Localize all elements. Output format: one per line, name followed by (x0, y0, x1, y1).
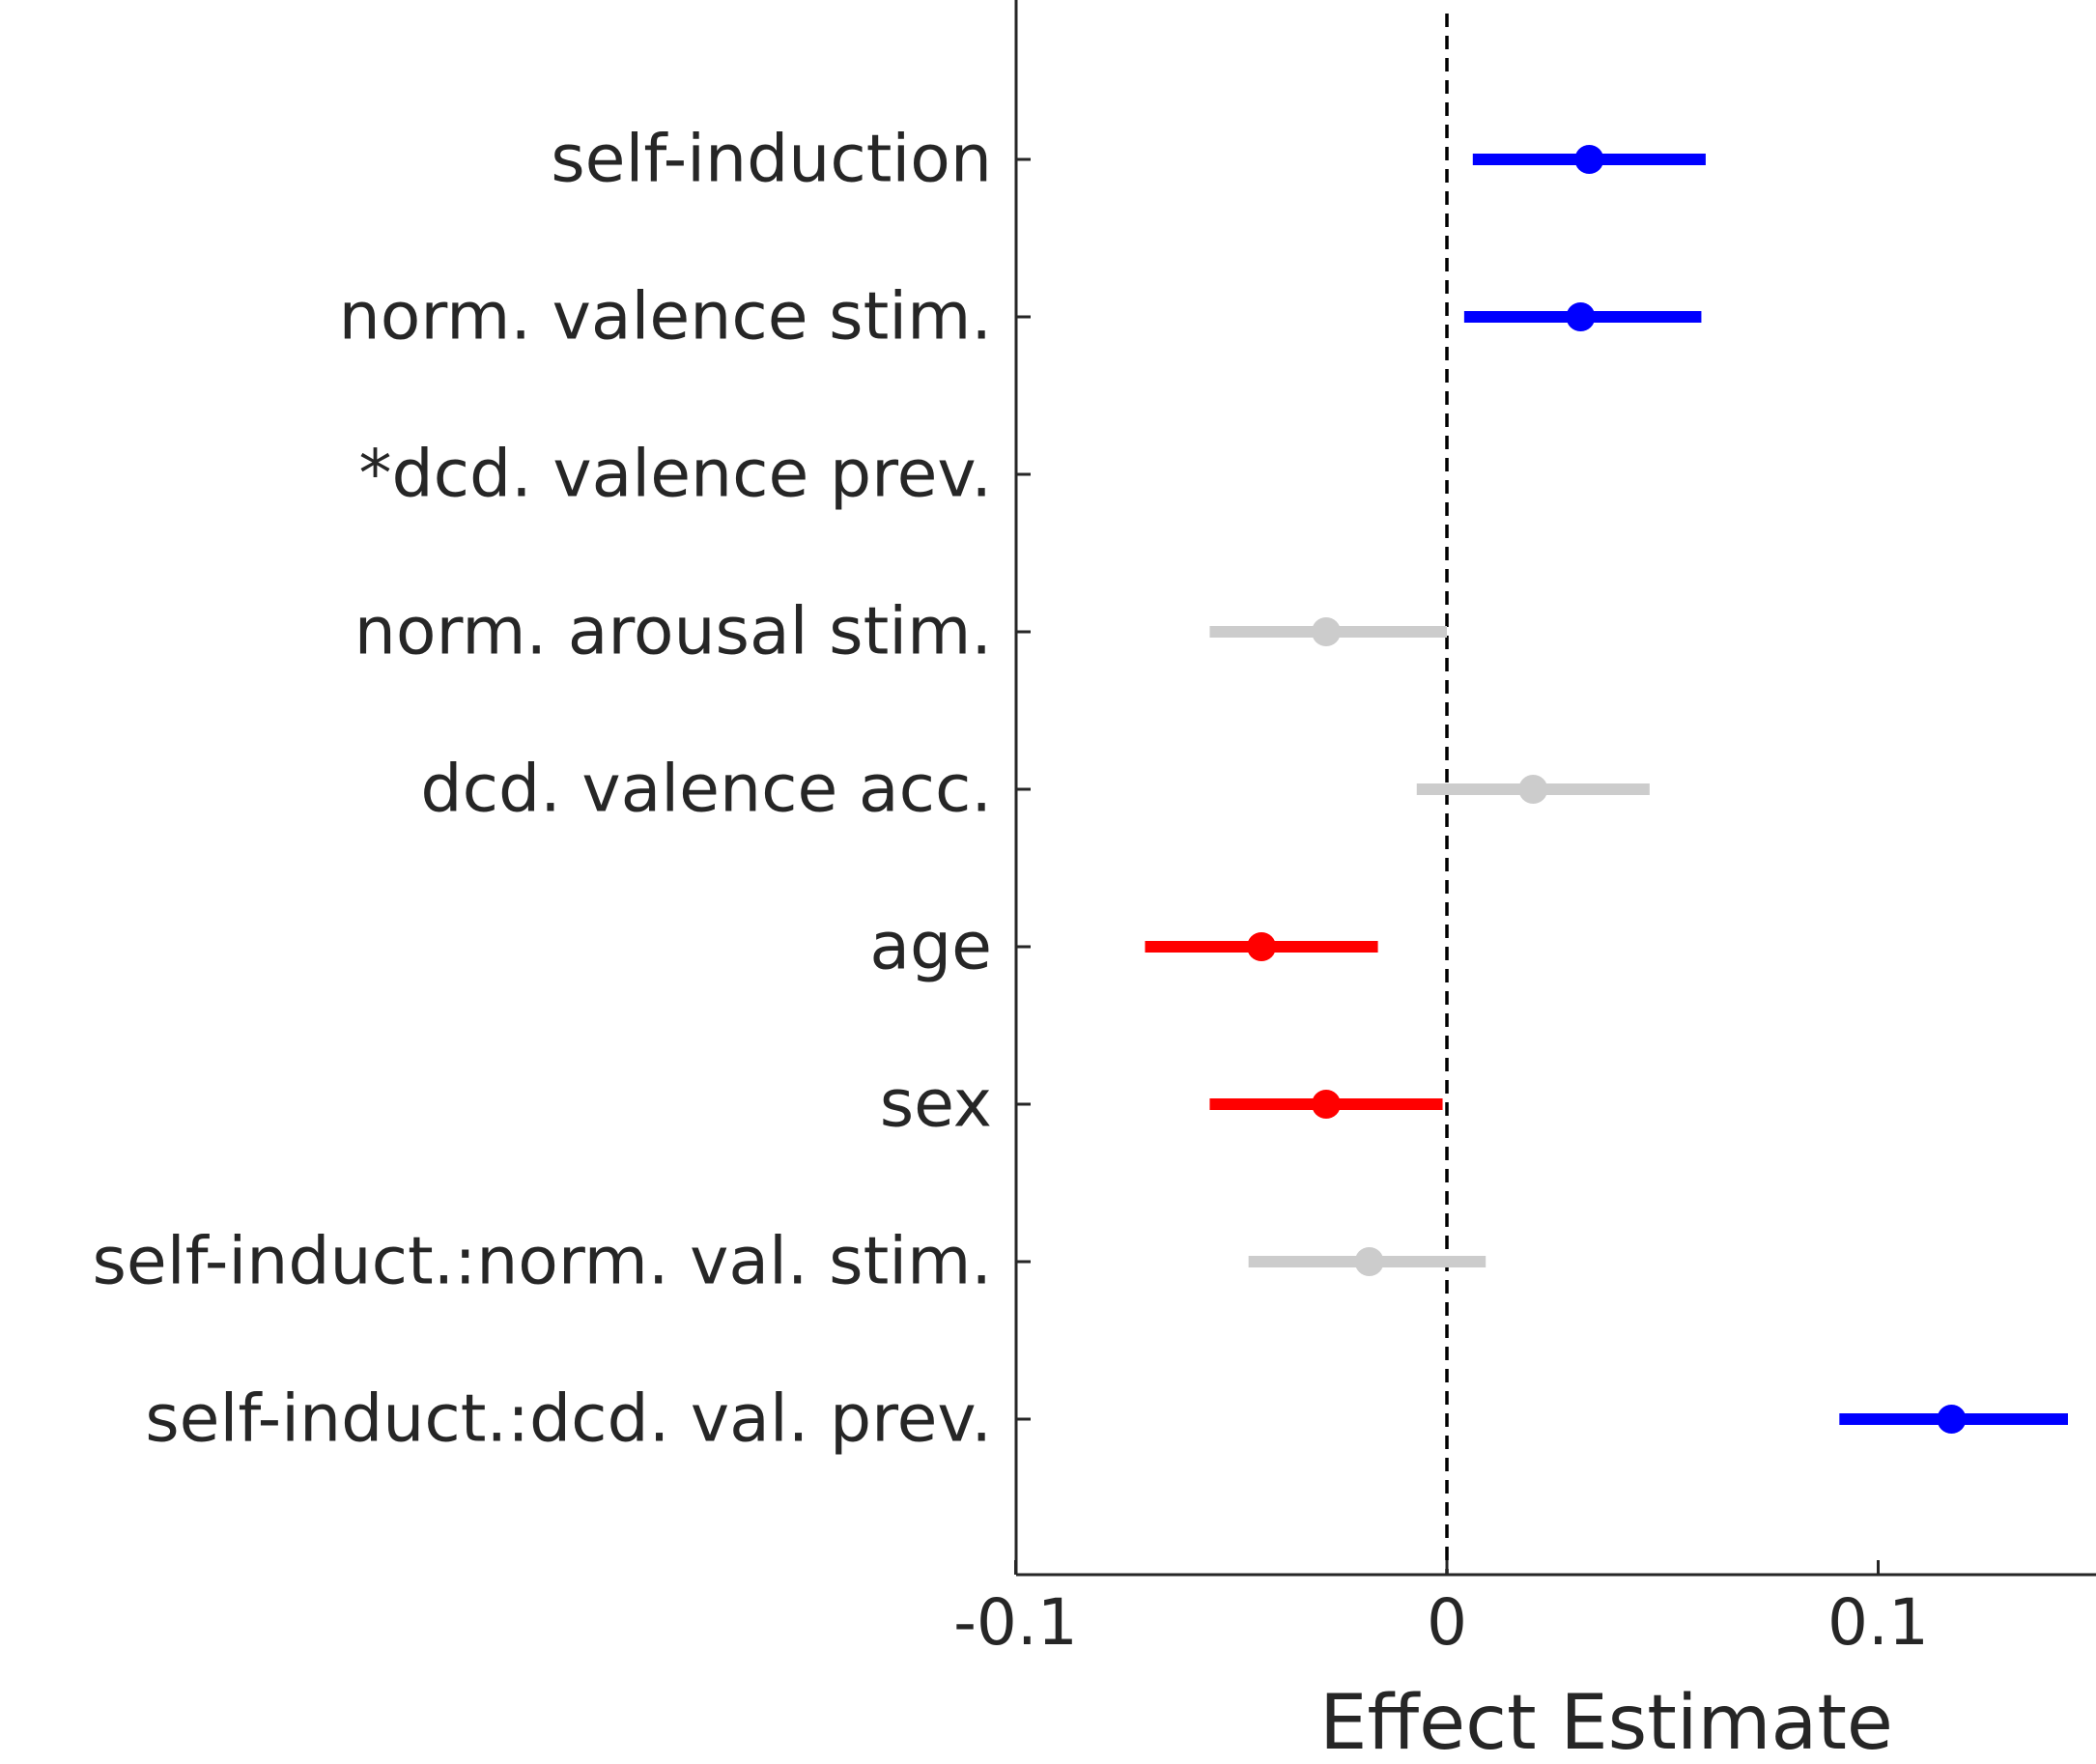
y-tick-label: *dcd. valence prev. (358, 437, 992, 513)
estimate-point (1354, 1247, 1384, 1276)
y-tick-label: sex (880, 1067, 992, 1143)
y-tick-label: norm. valence stim. (339, 279, 992, 356)
axes (1014, 0, 2096, 1577)
y-tick-label: self-induct.:norm. val. stim. (92, 1224, 992, 1300)
axis-labels: self-induction norm. valence stim. *dcd. v… (92, 122, 1929, 1661)
estimate-point (1311, 617, 1341, 646)
estimate-point (1518, 775, 1548, 804)
y-tick-label: self-induct.:dcd. val. prev. (145, 1381, 992, 1458)
y-tick-label: age (869, 909, 992, 985)
estimate-point (1311, 1090, 1341, 1119)
y-tick-label: dcd. valence acc. (420, 752, 992, 828)
estimate-point (1937, 1405, 1967, 1434)
y-tick-label: self-induction (551, 122, 992, 198)
estimate-point (1566, 302, 1596, 331)
y-tick-label: norm. arousal stim. (354, 594, 992, 670)
estimate-point (1574, 145, 1604, 174)
x-axis-title: Effect Estimate (1319, 1680, 1893, 1764)
x-tick-label: -0.1 (953, 1585, 1078, 1660)
estimate-series (1145, 145, 2068, 1434)
x-tick-label: 0 (1427, 1585, 1467, 1660)
x-tick-label: 0.1 (1827, 1585, 1929, 1660)
estimate-point (1247, 932, 1277, 961)
